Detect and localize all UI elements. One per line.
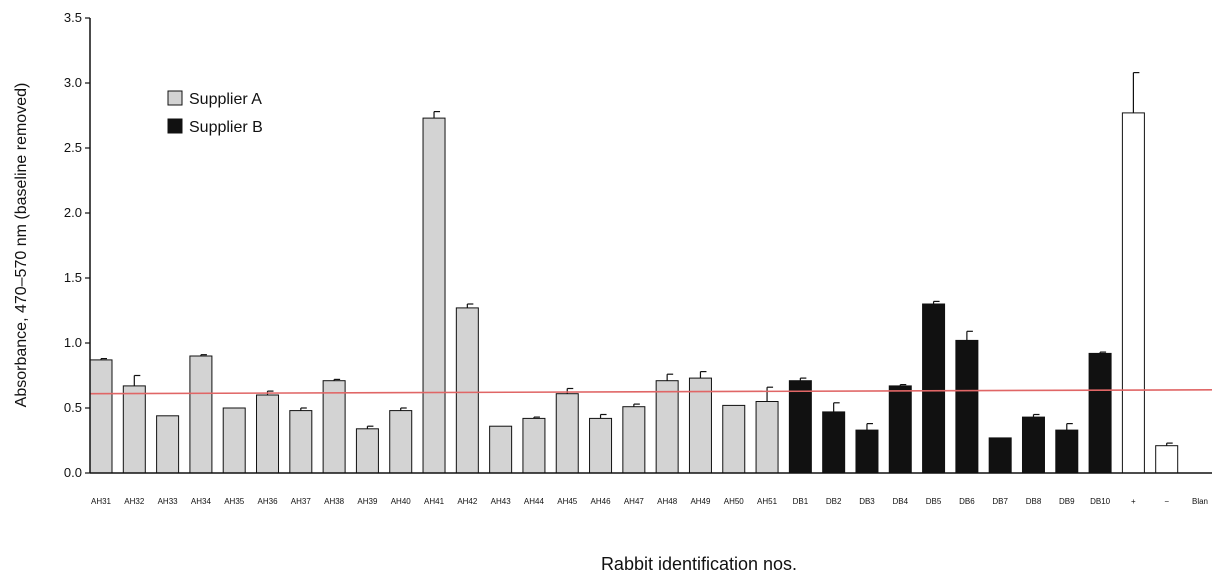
bar	[822, 411, 846, 474]
x-tick-label: Blan	[1192, 497, 1208, 506]
axes-layer	[89, 18, 1212, 474]
bar	[1155, 445, 1179, 474]
bar	[955, 339, 979, 474]
x-tick-label: AH39	[357, 497, 378, 506]
bar	[988, 437, 1012, 474]
bar	[455, 307, 479, 474]
x-tick-label: DB6	[959, 497, 975, 506]
x-tick-label: AH38	[324, 497, 345, 506]
bar	[355, 428, 379, 474]
x-tick-label: AH43	[491, 497, 512, 506]
x-tick-label: AH49	[690, 497, 711, 506]
bar	[655, 380, 679, 474]
x-tick-label: DB10	[1090, 497, 1111, 506]
x-tick-label: AH32	[124, 497, 145, 506]
y-tick-label: 3.5	[64, 10, 82, 25]
bar	[855, 429, 879, 474]
x-tick-label: AH45	[557, 497, 578, 506]
bar	[722, 404, 746, 474]
y-tick-label: 0.0	[64, 465, 82, 480]
x-tick-label: AH37	[291, 497, 312, 506]
x-tick-label: DB4	[892, 497, 908, 506]
bar	[156, 415, 180, 474]
x-tick-label: −	[1164, 497, 1169, 506]
x-tick-label: +	[1131, 497, 1136, 506]
x-tick-label: AH41	[424, 497, 445, 506]
bar	[289, 410, 313, 474]
bar	[922, 303, 946, 474]
bar	[89, 359, 113, 474]
error-bars-layer	[100, 71, 1173, 446]
legend: Supplier A Supplier B	[167, 90, 263, 136]
x-tick-label: DB3	[859, 497, 875, 506]
bar	[788, 380, 812, 474]
x-tick-label: AH51	[757, 497, 778, 506]
bar	[589, 417, 613, 474]
y-axis-title: Absorbance, 470–570 nm (baseline removed…	[13, 83, 30, 408]
x-tick-label: DB9	[1059, 497, 1075, 506]
bars-layer	[89, 112, 1179, 474]
x-tick-label: AH36	[258, 497, 279, 506]
y-tick-label: 1.0	[64, 335, 82, 350]
legend-swatch-supplier-a	[167, 90, 183, 106]
x-tick-label: AH42	[457, 497, 478, 506]
bar	[522, 417, 546, 474]
bar	[422, 117, 446, 474]
y-tick-label: 2.0	[64, 205, 82, 220]
y-tick-label: 0.5	[64, 400, 82, 415]
legend-label-supplier-b: Supplier B	[189, 119, 263, 136]
y-tick-label: 2.5	[64, 140, 82, 155]
bar	[256, 394, 280, 474]
bar	[1088, 352, 1112, 474]
bar	[222, 407, 246, 474]
x-tick-label: AH40	[391, 497, 412, 506]
x-tick-label: DB1	[793, 497, 809, 506]
bar	[489, 425, 513, 474]
x-tick-label: DB8	[1026, 497, 1042, 506]
bar	[322, 380, 346, 474]
bar	[555, 393, 579, 474]
x-tick-label: AH35	[224, 497, 245, 506]
x-tick-label: AH44	[524, 497, 545, 506]
bar	[122, 385, 146, 474]
x-ticks-layer: AH31 AH32 AH33 AH34 AH35 AH36 AH37 AH38 AH39 AH40…	[91, 497, 1208, 506]
x-tick-label: AH31	[91, 497, 112, 506]
bar	[1021, 416, 1045, 474]
y-ticks-layer: 0.0 0.5 1.0 1.5 2.0 2.5 3.0 3.5	[64, 10, 90, 480]
x-tick-label: AH34	[191, 497, 212, 506]
reference-line	[89, 388, 1212, 395]
bar	[389, 410, 413, 474]
x-tick-label: AH47	[624, 497, 645, 506]
x-tick-label: DB5	[926, 497, 942, 506]
x-tick-label: AH33	[158, 497, 179, 506]
legend-swatch-supplier-b	[167, 118, 183, 134]
y-tick-label: 3.0	[64, 75, 82, 90]
x-tick-label: DB7	[992, 497, 1008, 506]
bar	[755, 401, 779, 474]
bar	[888, 385, 912, 474]
bar	[622, 406, 646, 474]
x-tick-label: AH46	[591, 497, 612, 506]
x-tick-label: AH48	[657, 497, 678, 506]
bar	[1121, 112, 1145, 474]
bar	[1055, 429, 1079, 474]
legend-label-supplier-a: Supplier A	[189, 91, 262, 108]
bar	[189, 355, 213, 474]
y-tick-label: 1.5	[64, 270, 82, 285]
x-axis-title: Rabbit identification nos.	[601, 554, 797, 572]
x-tick-label: AH50	[724, 497, 745, 506]
x-tick-label: DB2	[826, 497, 842, 506]
